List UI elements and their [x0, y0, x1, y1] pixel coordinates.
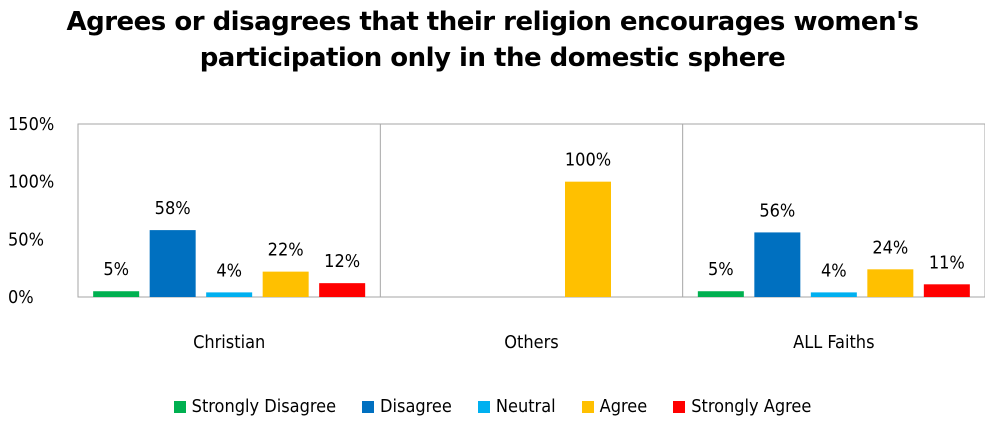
- data-label: 4%: [821, 260, 847, 281]
- plot-frame: [77, 123, 985, 298]
- x-category-label: Others: [504, 332, 558, 353]
- legend-label: Disagree: [380, 396, 452, 417]
- legend-label: Agree: [599, 396, 648, 417]
- bar: [923, 284, 970, 297]
- bar: [262, 271, 309, 297]
- chart-title-line-2: participation only in the domestic spher…: [199, 43, 786, 73]
- x-category-label: ALL Faiths: [793, 332, 874, 353]
- x-category-label: Christian: [193, 332, 265, 353]
- data-label: 5%: [103, 259, 129, 280]
- bar: [565, 181, 611, 297]
- legend-swatch: [581, 400, 594, 413]
- bar: [754, 232, 801, 297]
- legend-swatch: [173, 400, 186, 413]
- y-tick-label: 50%: [8, 229, 44, 250]
- data-label: 11%: [929, 252, 965, 273]
- legend-item: Disagree: [362, 396, 452, 417]
- legend-item: Neutral: [477, 396, 556, 417]
- bar: [93, 291, 140, 297]
- bar: [319, 283, 366, 297]
- data-label: 5%: [708, 259, 734, 280]
- legend-swatch: [477, 400, 490, 413]
- y-tick-label: 0%: [8, 287, 34, 308]
- legend-swatch: [673, 400, 686, 413]
- data-label: 4%: [216, 260, 242, 281]
- bar: [149, 230, 196, 297]
- legend-item: Agree: [581, 396, 648, 417]
- bar: [810, 292, 857, 297]
- data-label: 58%: [155, 198, 191, 219]
- bar: [697, 291, 744, 297]
- bar: [206, 292, 253, 297]
- legend-swatch: [362, 400, 375, 413]
- legend: Strongly Disagree Disagree Neutral Agree Str…: [0, 396, 985, 417]
- data-label: 56%: [759, 200, 795, 221]
- chart-title-line-1: Agrees or disagrees that their religion …: [66, 7, 919, 37]
- legend-item: Strongly Disagree: [173, 396, 337, 417]
- bar-chart: 0% 50% 100% 150% Christian 5% 58% 4% 22% 12% Other…: [8, 114, 985, 353]
- y-tick-label: 150%: [8, 114, 54, 135]
- data-label: 12%: [324, 251, 360, 272]
- legend-label: Strongly Disagree: [191, 396, 337, 417]
- y-tick-label: 100%: [8, 172, 54, 193]
- legend-label: Neutral: [495, 396, 556, 417]
- chart-title: Agrees or disagrees that their religion …: [0, 4, 985, 76]
- data-label: 22%: [268, 240, 304, 261]
- legend-label: Strongly Agree: [691, 396, 812, 417]
- legend-item: Strongly Agree: [673, 396, 811, 417]
- data-label: 100%: [565, 150, 611, 171]
- bar: [867, 269, 914, 297]
- data-label: 24%: [872, 237, 908, 258]
